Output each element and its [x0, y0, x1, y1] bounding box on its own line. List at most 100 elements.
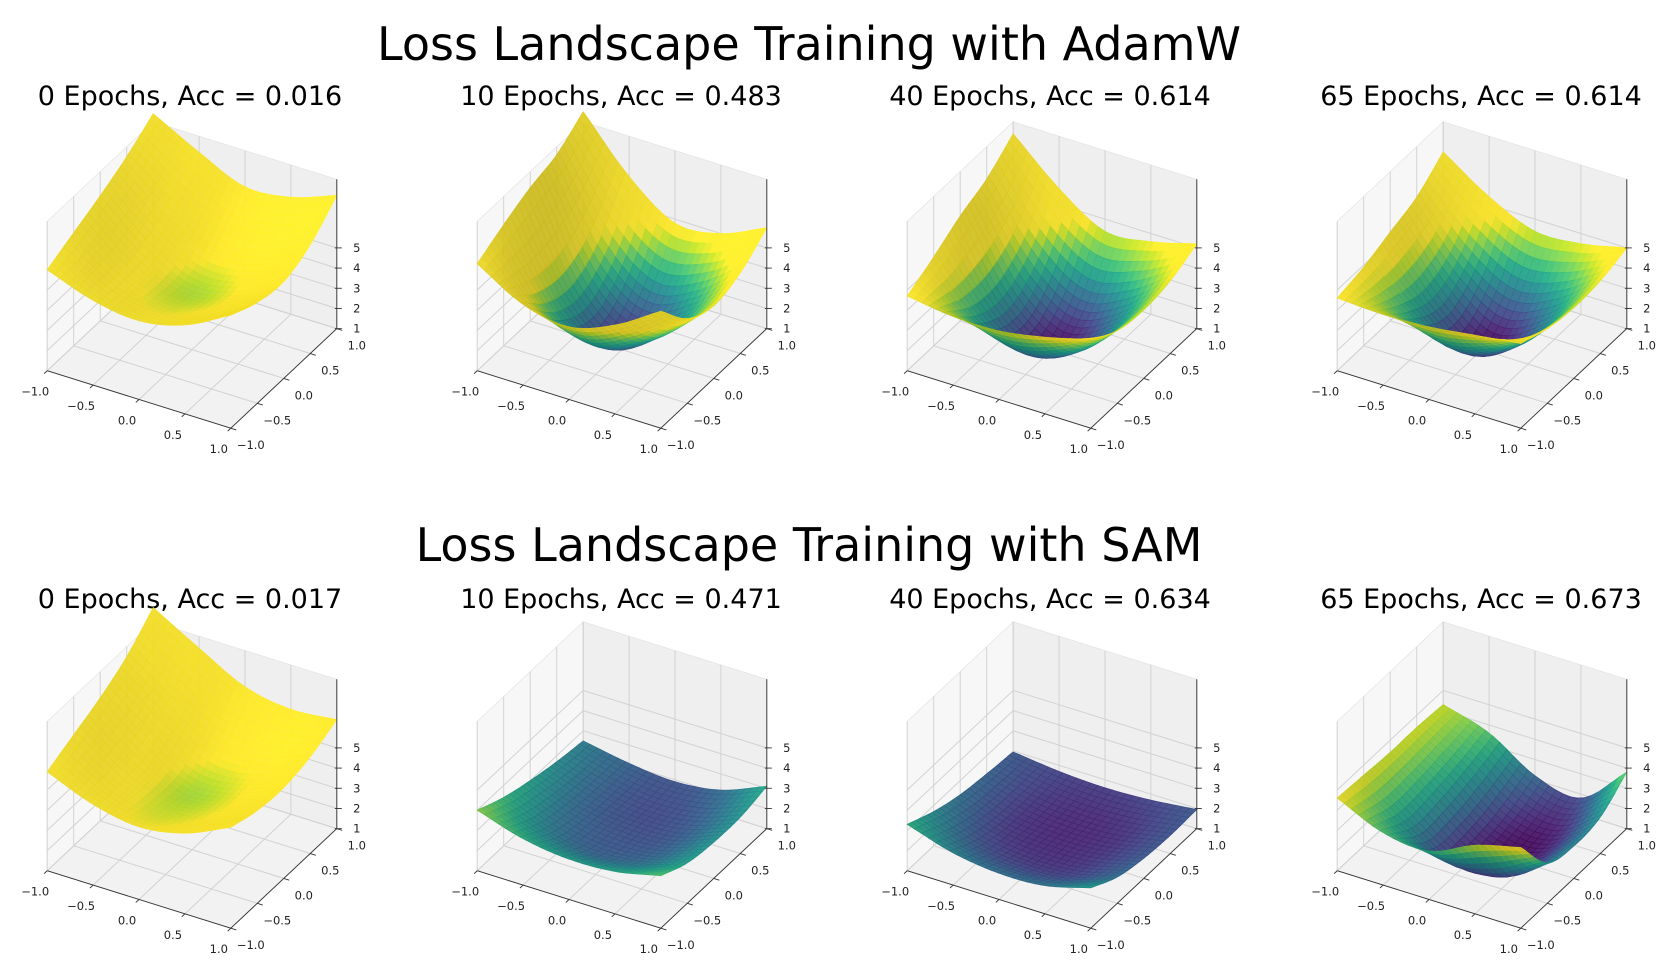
- y-tick: [687, 402, 693, 406]
- y-tick-label: 0.5: [751, 364, 769, 378]
- z-tick-label: 3: [1213, 281, 1220, 295]
- x-tick-label: −0.5: [67, 399, 95, 413]
- x-tick: [1041, 413, 1046, 418]
- x-tick-label: −0.5: [1357, 399, 1385, 413]
- surface: [46, 113, 338, 326]
- y-tick: [310, 353, 316, 356]
- y-tick: [687, 902, 693, 906]
- subplot-title: 40 Epochs, Acc = 0.634: [889, 584, 1211, 615]
- y-tick: [1170, 353, 1176, 356]
- y-tick-label: 1.0: [348, 339, 366, 353]
- z-tick-label: 4: [1213, 261, 1220, 275]
- x-tick-label: 0.0: [548, 913, 566, 927]
- x-tick-label: −0.5: [67, 899, 95, 913]
- x-tick-label: −1.0: [881, 385, 909, 399]
- x-tick: [1425, 399, 1430, 403]
- x-tick-label: 0.5: [1454, 428, 1472, 442]
- x-tick-label: −1.0: [451, 385, 479, 399]
- subplot-sam-40: 40 Epochs, Acc = 0.634−1.0−1.0−0.5−0.50.…: [881, 584, 1226, 956]
- y-tick-label: −0.5: [263, 913, 291, 927]
- y-tick: [1143, 378, 1150, 381]
- z-tick-label: 2: [1643, 301, 1650, 315]
- x-tick-label: 0.0: [118, 913, 136, 927]
- x-tick: [1333, 370, 1338, 375]
- z-tick-label: 4: [783, 761, 790, 775]
- x-tick: [657, 927, 662, 932]
- y-tick-label: 0.5: [321, 364, 339, 378]
- z-tick-label: 3: [783, 281, 790, 295]
- x-tick: [949, 384, 954, 389]
- y-tick: [660, 927, 667, 931]
- y-tick-label: −0.5: [1553, 413, 1581, 427]
- y-tick-label: 0.0: [295, 888, 313, 902]
- z-tick-label: 4: [353, 261, 360, 275]
- z-tick-label: 1: [353, 822, 360, 836]
- y-tick-label: −1.0: [667, 938, 695, 952]
- x-tick: [519, 384, 524, 389]
- x-tick: [1379, 384, 1384, 389]
- z-tick-label: 3: [1643, 281, 1650, 295]
- y-tick: [283, 878, 290, 881]
- y-tick-label: 1.0: [348, 839, 366, 853]
- x-tick-label: 0.5: [164, 928, 182, 942]
- y-tick-label: 0.5: [1181, 364, 1199, 378]
- y-tick: [1117, 402, 1123, 406]
- x-tick: [519, 884, 524, 889]
- y-tick-label: −1.0: [1097, 438, 1125, 452]
- y-tick: [230, 927, 237, 931]
- y-tick-label: −0.5: [693, 913, 721, 927]
- y-tick: [740, 353, 746, 356]
- y-tick: [257, 902, 263, 906]
- z-tick-label: 2: [783, 301, 790, 315]
- y-tick-label: 0.0: [725, 388, 743, 402]
- y-tick: [1090, 427, 1097, 431]
- subplot-adamw-10: 10 Epochs, Acc = 0.483−1.0−1.0−0.5−0.50.…: [451, 81, 796, 456]
- y-tick: [283, 378, 290, 381]
- x-tick-label: 0.5: [164, 428, 182, 442]
- subplot-title: 40 Epochs, Acc = 0.614: [889, 81, 1211, 112]
- x-tick: [611, 913, 616, 918]
- x-tick-label: 1.0: [210, 942, 228, 956]
- surface-face: [223, 312, 236, 318]
- x-tick: [611, 413, 616, 418]
- y-tick: [257, 402, 263, 406]
- subplot-adamw-65: 65 Epochs, Acc = 0.614 −1.0 −1.0 −0.5 −0.5 0.…: [1311, 81, 1656, 456]
- z-tick-label: 1: [1643, 322, 1650, 336]
- z-tick-label: 2: [353, 301, 360, 315]
- x-tick-label: −1.0: [21, 385, 49, 399]
- subplot-sam-10: 10 Epochs, Acc = 0.471−1.0−1.0−0.5−0.50.…: [451, 584, 796, 956]
- x-tick-label: −1.0: [1311, 385, 1339, 399]
- surface: [476, 111, 768, 351]
- z-tick-label: 5: [353, 241, 360, 255]
- subplot-title: 65 Epochs, Acc = 0.614: [1320, 81, 1642, 112]
- subplot-adamw-40: 40 Epochs, Acc = 0.614−1.0−1.0−0.5−0.50.…: [881, 81, 1226, 456]
- x-tick-label: −0.5: [927, 399, 955, 413]
- y-tick-label: 1.0: [778, 339, 796, 353]
- z-tick-label: 3: [353, 281, 360, 295]
- y-tick-label: −1.0: [237, 438, 265, 452]
- z-tick-label: 4: [1643, 261, 1650, 275]
- z-tick-label: 4: [353, 761, 360, 775]
- x-tick-label: 0.0: [1408, 413, 1426, 427]
- subplot-title: 0 Epochs, Acc = 0.017: [38, 584, 342, 615]
- x-tick: [227, 427, 232, 432]
- y-tick-label: 0.0: [1585, 388, 1603, 402]
- x-tick: [473, 370, 478, 375]
- x-tick: [1517, 427, 1522, 432]
- z-tick-label: 1: [783, 322, 790, 336]
- y-axis-line: [230, 328, 338, 429]
- x-tick: [135, 899, 140, 903]
- y-tick-label: −0.5: [263, 413, 291, 427]
- x-tick: [43, 370, 48, 375]
- y-tick: [1520, 427, 1527, 431]
- x-tick-label: 1.0: [640, 942, 658, 956]
- y-tick-label: 1.0: [778, 839, 796, 853]
- y-tick: [713, 378, 720, 381]
- x-tick: [135, 399, 140, 403]
- z-tick-label: 1: [783, 822, 790, 836]
- y-tick-label: 0.0: [1155, 388, 1173, 402]
- x-tick: [1087, 427, 1092, 432]
- y-tick-label: −1.0: [1527, 438, 1555, 452]
- z-tick-label: 5: [1643, 241, 1650, 255]
